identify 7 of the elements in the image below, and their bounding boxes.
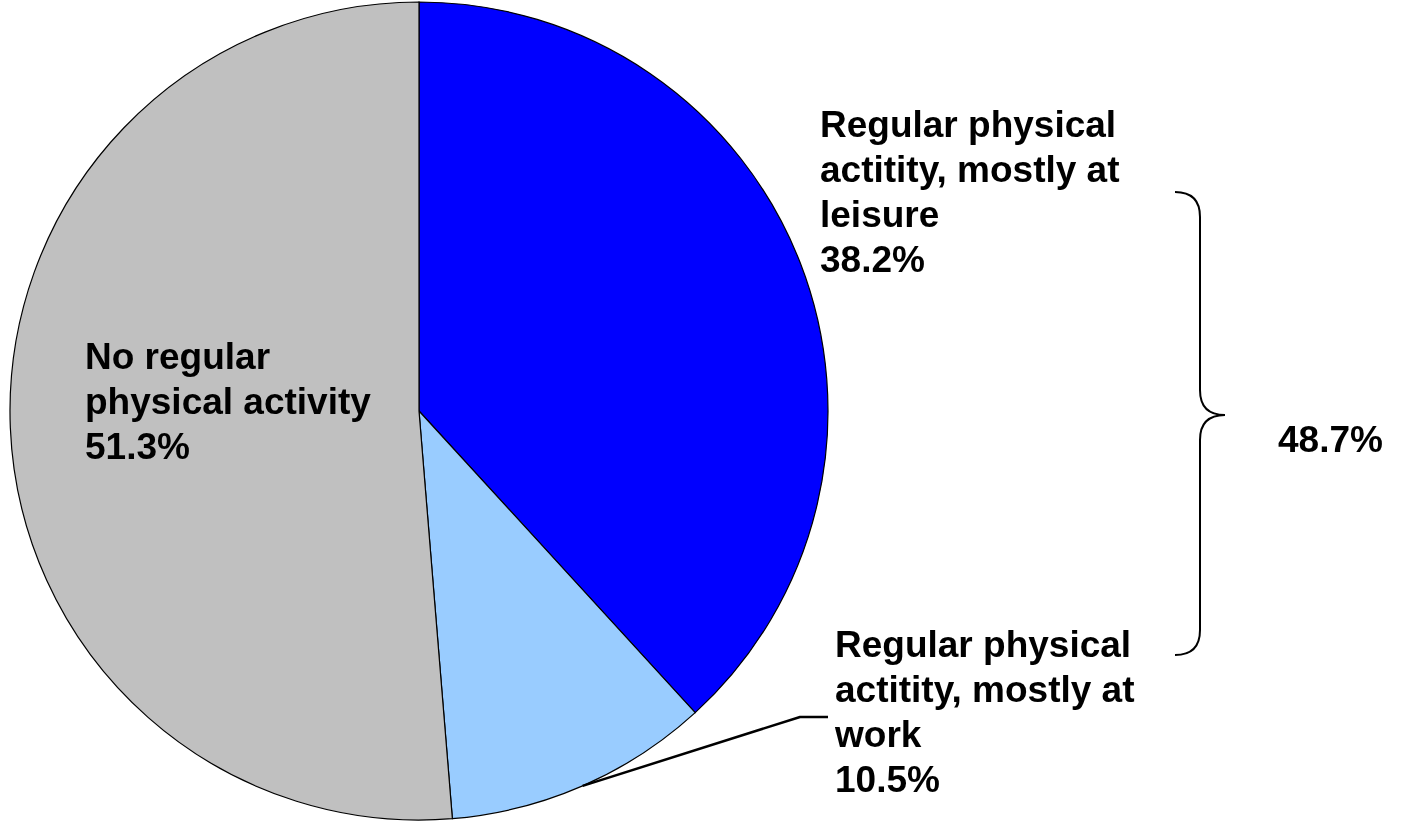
data-label: 38.2%	[820, 239, 925, 280]
slice-label: Regular physical actitity, mostly at leisure	[820, 104, 1120, 235]
data-label: 51.3%	[85, 426, 190, 467]
data-label: 10.5%	[835, 759, 940, 800]
text: 48.7%	[1278, 419, 1383, 460]
slice-label: No regular physical activity	[85, 336, 372, 422]
slice-label: Regular physical actitity, mostly at work	[834, 624, 1135, 755]
